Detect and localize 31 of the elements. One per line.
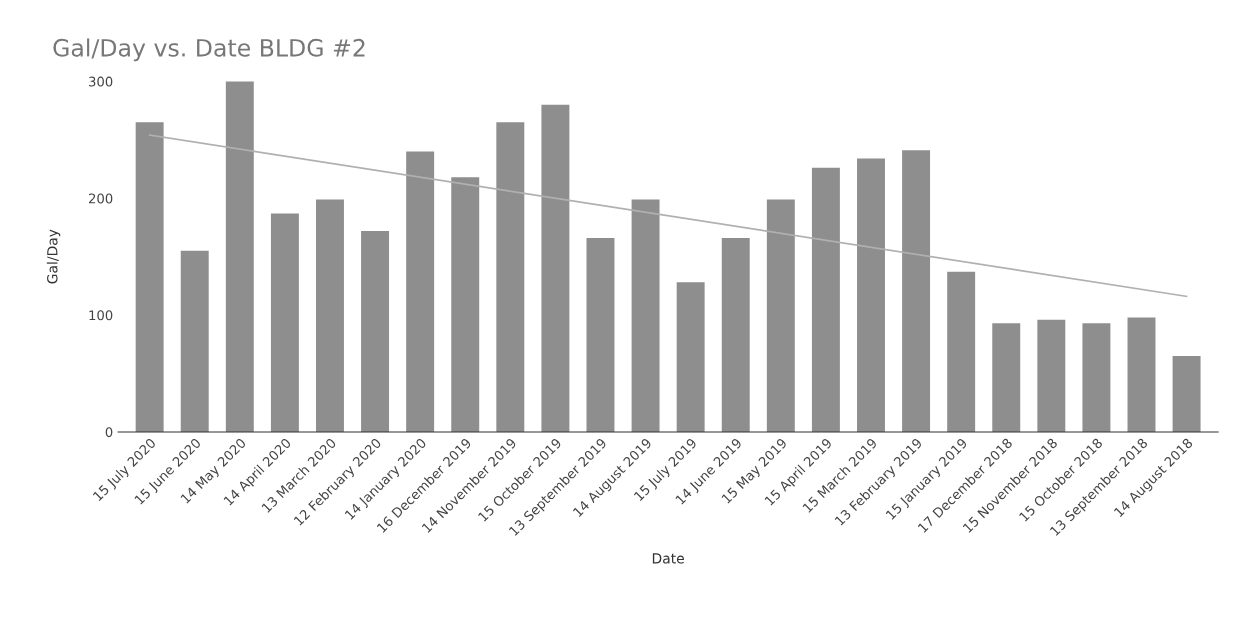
bar xyxy=(316,199,344,432)
bar xyxy=(361,230,390,432)
bar xyxy=(857,158,885,432)
y-tick-label: 200 xyxy=(89,193,113,204)
chart-title: Gal/Day vs. Date BLDG #2 xyxy=(53,38,365,62)
bar xyxy=(225,81,254,432)
bar xyxy=(766,199,795,432)
bar xyxy=(1127,317,1156,432)
bar xyxy=(811,167,840,432)
y-tick-label: 0 xyxy=(105,427,113,438)
bar xyxy=(135,122,164,432)
bar xyxy=(1172,355,1201,432)
bar xyxy=(406,151,435,432)
y-tick-label: 100 xyxy=(89,310,113,321)
bar xyxy=(902,150,931,432)
bar xyxy=(180,250,209,432)
y-tick-label: 300 xyxy=(89,76,113,87)
x-axis-title: Date xyxy=(652,553,684,564)
bar xyxy=(270,213,299,432)
bar xyxy=(586,237,615,432)
bar xyxy=(1037,319,1066,432)
bar xyxy=(541,104,570,432)
bar xyxy=(631,199,660,432)
bar xyxy=(496,122,525,432)
bar xyxy=(1082,323,1111,432)
bar xyxy=(676,282,705,432)
bar xyxy=(451,177,480,432)
bar xyxy=(992,323,1021,432)
bar xyxy=(947,271,976,432)
bar xyxy=(721,237,750,432)
y-axis-title: Gal/Day xyxy=(46,229,61,284)
